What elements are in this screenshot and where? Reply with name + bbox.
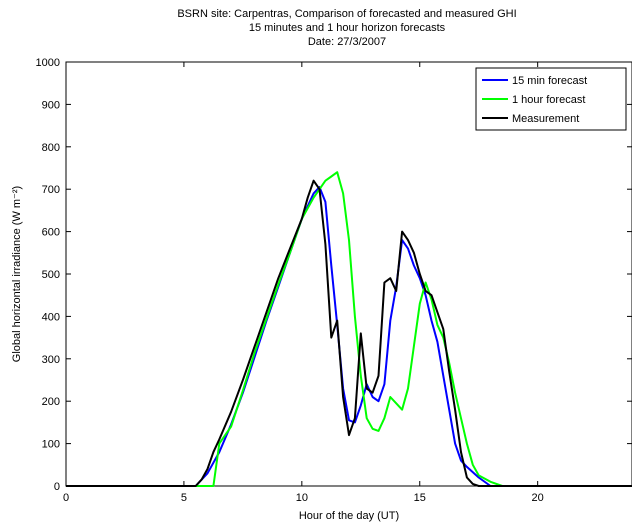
y-axis-label: Global horizontal irradiance (W m⁻²) — [11, 186, 23, 362]
series-line-1hour-forecast — [66, 171, 632, 487]
chart-title-line-3: Date: 27/3/2007 — [308, 36, 386, 48]
y-tick-label-300: 300 — [42, 354, 60, 366]
series-line-measurement — [66, 179, 632, 487]
series-layer — [66, 171, 632, 487]
x-tick-label-5: 5 — [181, 492, 187, 504]
legend-label-1hour: 1 hour forecast — [512, 94, 585, 106]
chart-title-line-2: 15 minutes and 1 hour horizon forecasts — [249, 22, 446, 34]
y-tick-label-900: 900 — [42, 99, 60, 111]
x-tick-label-0: 0 — [63, 492, 69, 504]
x-axis-label: Hour of the day (UT) — [299, 510, 399, 522]
x-tick-label-20: 20 — [532, 492, 544, 504]
y-tick-label-100: 100 — [42, 439, 60, 451]
chart-title-line-1: BSRN site: Carpentras, Comparison of for… — [177, 8, 516, 20]
y-tick-label-500: 500 — [42, 269, 60, 281]
x-tick-label-15: 15 — [414, 492, 426, 504]
ticks-layer: 0 100 200 300 400 500 600 700 800 900 1000 0 5 10 15 20 — [36, 57, 632, 504]
y-tick-label-200: 200 — [42, 396, 60, 408]
y-tick-label-700: 700 — [42, 184, 60, 196]
y-tick-label-1000: 1000 — [36, 57, 60, 69]
legend-label-measurement: Measurement — [512, 113, 579, 125]
y-tick-label-0: 0 — [54, 481, 60, 493]
y-tick-label-600: 600 — [42, 227, 60, 239]
legend: 15 min forecast 1 hour forecast Measurem… — [475, 67, 627, 131]
legend-label-15min: 15 min forecast — [512, 75, 587, 87]
y-tick-label-400: 400 — [42, 311, 60, 323]
x-tick-label-10: 10 — [296, 492, 308, 504]
y-tick-label-800: 800 — [42, 142, 60, 154]
